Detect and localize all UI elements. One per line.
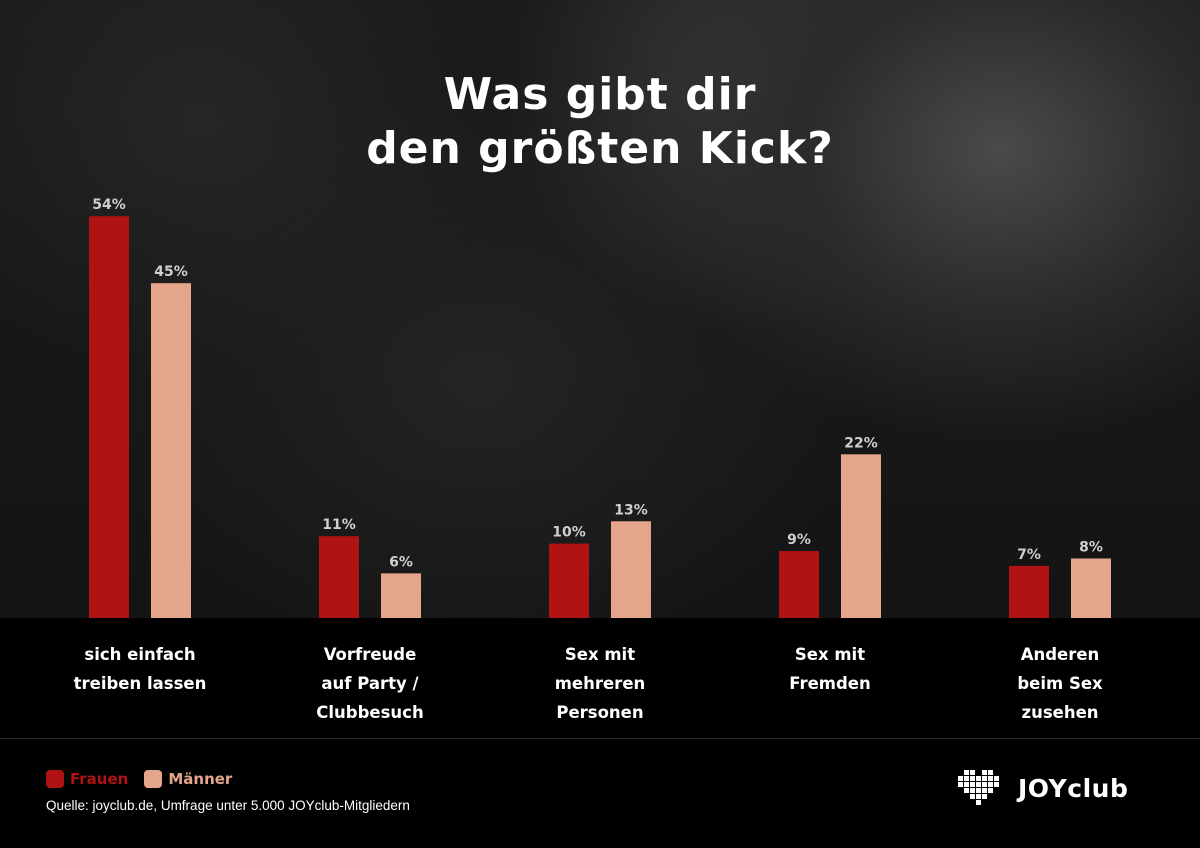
heart-pixel: [988, 782, 993, 787]
bar-chart: 54% 45% 11% 6% 10% 13% 9% 22% 7% 8%: [89, 197, 1111, 618]
heart-pixel: [982, 794, 987, 799]
value-label-frauen-1: 11%: [322, 517, 356, 533]
value-label-maenner-2: 13%: [614, 502, 648, 518]
heart-pixel: [976, 794, 981, 799]
heart-pixel: [976, 800, 981, 805]
heart-pixel: [970, 776, 975, 781]
heart-pixel: [970, 782, 975, 787]
heart-pixel: [982, 788, 987, 793]
bar-maenner-1: [381, 573, 421, 618]
value-label-frauen-4: 7%: [1017, 547, 1041, 563]
category-label-2: Sex mit mehreren Personen: [554, 645, 646, 722]
joyclub-logo: JOYclub: [956, 768, 1128, 808]
heart-pixel: [964, 782, 969, 787]
heart-pixel: [970, 788, 975, 793]
heart-pixel: [976, 776, 981, 781]
value-label-maenner-3: 22%: [844, 435, 878, 451]
logo-text: JOYclub: [1018, 773, 1129, 803]
heart-pixel: [970, 770, 975, 775]
heart-pixel: [964, 788, 969, 793]
bar-maenner-3: [841, 454, 881, 618]
legend-swatch-maenner: [144, 770, 163, 788]
heart-pixel: [970, 794, 975, 799]
bar-maenner-2: [611, 521, 651, 618]
heart-pixel: [994, 776, 999, 781]
legend-label-maenner: Männer: [168, 770, 233, 788]
heart-pixel: [982, 776, 987, 781]
category-label-1: Vorfreude auf Party / Clubbesuch: [316, 645, 424, 722]
category-label-0: sich einfach treiben lassen: [73, 645, 207, 693]
value-label-maenner-4: 8%: [1079, 539, 1103, 555]
legend-item-frauen: Frauen: [46, 770, 128, 788]
heart-pixel: [988, 788, 993, 793]
category-label-3: Sex mit Fremden: [789, 645, 871, 693]
value-label-maenner-0: 45%: [154, 264, 188, 280]
legend-item-maenner: Männer: [144, 770, 232, 788]
value-label-frauen-2: 10%: [552, 525, 586, 541]
heart-pixel: [982, 770, 987, 775]
heart-pixel: [958, 782, 963, 787]
category-labels: sich einfach treiben lassen Vorfreude auf…: [0, 640, 1200, 740]
legend-swatch-frauen: [46, 770, 64, 788]
legend-label-frauen: Frauen: [70, 770, 129, 788]
bar-maenner-4: [1071, 558, 1111, 618]
heart-pixel: [988, 770, 993, 775]
bar-frauen-4: [1009, 565, 1049, 618]
value-label-frauen-3: 9%: [787, 532, 811, 548]
bar-maenner-0: [151, 283, 191, 618]
bar-frauen-3: [779, 551, 819, 618]
bar-frauen-0: [89, 216, 129, 618]
bar-frauen-2: [549, 543, 589, 618]
source-note: Quelle: joyclub.de, Umfrage unter 5.000 …: [46, 798, 410, 813]
heart-pixel: [994, 782, 999, 787]
bar-frauen-1: [319, 536, 359, 618]
heart-pixel: [976, 782, 981, 787]
value-label-frauen-0: 54%: [92, 197, 126, 213]
chart-title: Was gibt dir den größten Kick?: [366, 69, 834, 174]
heart-pixel: [964, 770, 969, 775]
category-label-4: Anderen beim Sex zusehen: [1017, 645, 1103, 722]
heart-pixel: [958, 776, 963, 781]
footer-divider: [0, 738, 1200, 739]
value-label-maenner-1: 6%: [389, 554, 413, 570]
heart-pixel-icon: [958, 770, 999, 805]
heart-pixel: [964, 776, 969, 781]
heart-pixel: [982, 782, 987, 787]
heart-pixel: [976, 788, 981, 793]
heart-pixel: [988, 776, 993, 781]
background-photo: [0, 0, 1200, 618]
legend: Frauen Männer: [46, 770, 248, 788]
